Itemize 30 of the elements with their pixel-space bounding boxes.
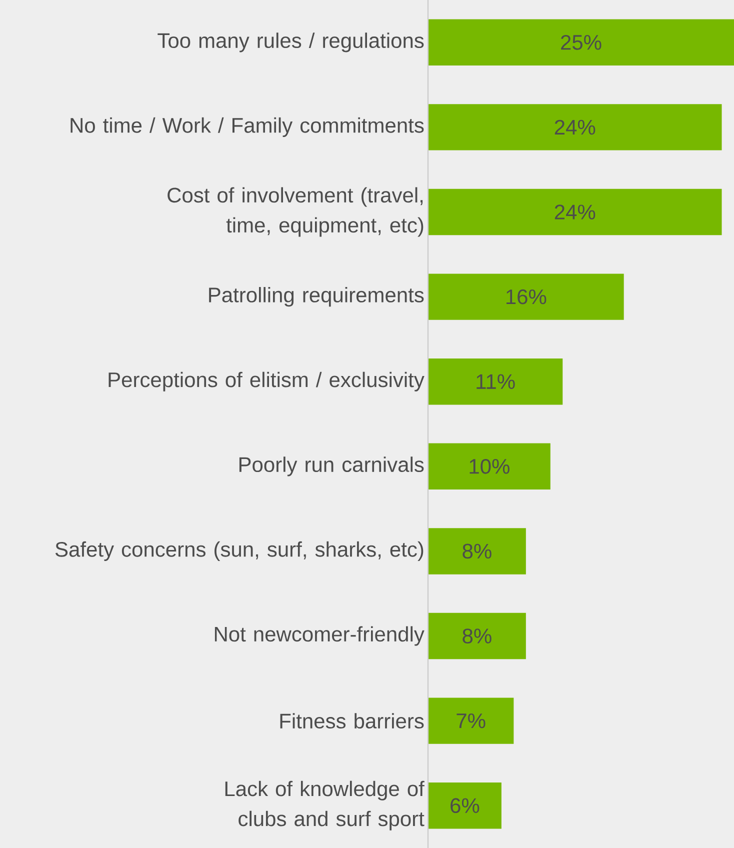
y-tick-label: Not newcomer-friendly — [214, 626, 424, 646]
bar — [428, 274, 624, 320]
bar — [428, 782, 502, 829]
bar — [428, 19, 734, 66]
data-label: 11% — [476, 374, 515, 389]
y-tick-label: No time / Work / Family commitments — [70, 117, 424, 137]
data-label: 8% — [462, 544, 492, 559]
data-label: 24% — [554, 204, 596, 220]
data-label: 16% — [506, 289, 546, 304]
data-label: 10% — [470, 458, 510, 474]
y-tick-label: Perceptions of elitism / exclusivity — [108, 372, 424, 392]
bar — [428, 188, 722, 236]
bar — [428, 528, 526, 574]
bar — [428, 358, 563, 405]
bar — [428, 443, 550, 490]
y-tick-label: Fitness barriers — [280, 713, 424, 729]
y-tick-label: Poorly run carnivals — [239, 456, 424, 476]
data-label: 8% — [462, 628, 492, 644]
y-tick-label: Safety concerns (sun, surf, sharks, etc) — [55, 541, 424, 561]
bar — [428, 698, 514, 744]
y-tick-label: Too many rules / regulations — [158, 32, 424, 52]
bar — [428, 104, 722, 150]
y-tick-label: Cost of involvement (travel, time, equipment, etc) — [168, 187, 424, 237]
y-tick-label: Lack of knowledge of clubs and surf sport — [225, 780, 424, 830]
data-label: 25% — [561, 34, 602, 50]
data-label: 6% — [450, 798, 480, 814]
data-label: 24% — [554, 120, 596, 135]
data-label: 7% — [456, 713, 486, 728]
bar — [428, 612, 526, 660]
y-tick-label: Patrolling requirements — [209, 287, 424, 307]
